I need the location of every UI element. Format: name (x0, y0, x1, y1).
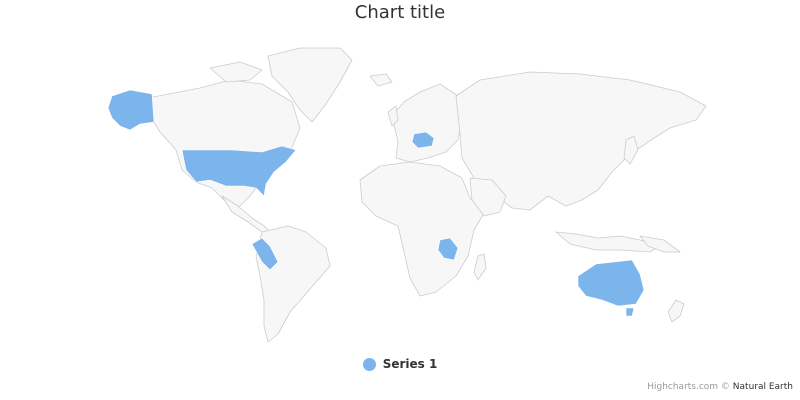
land-arabia (469, 177, 507, 217)
land-arctic-islands (209, 61, 263, 83)
land-africa (359, 161, 487, 297)
region-tasmania[interactable] (625, 307, 635, 317)
land-madagascar (473, 253, 487, 281)
chart-title: Chart title (354, 2, 446, 23)
land-japan (623, 135, 639, 165)
legend: Series 1 (0, 357, 800, 371)
highlighted-regions (107, 89, 645, 317)
land-uk (387, 105, 399, 127)
credits: Highcharts.com © Natural Earth (647, 382, 793, 392)
credits-source-link[interactable]: Natural Earth (732, 382, 793, 392)
region-australia[interactable] (577, 259, 645, 307)
region-tanzania[interactable] (437, 237, 459, 261)
legend-label: Series 1 (382, 357, 438, 371)
credits-prefix: Highcharts.com © (647, 382, 733, 392)
land-new-guinea (639, 235, 681, 253)
legend-symbol-icon (362, 357, 376, 371)
region-united-states[interactable] (181, 145, 297, 197)
legend-item-series-1[interactable]: Series 1 (362, 357, 438, 371)
land-iceland (369, 73, 393, 87)
land-europe (391, 83, 463, 163)
land-new-zealand (667, 299, 685, 323)
land-central-america (221, 195, 271, 233)
land-north-america (147, 79, 301, 211)
region-peru[interactable] (251, 237, 279, 271)
region-poland[interactable] (411, 131, 435, 149)
land-greenland (267, 47, 353, 123)
region-alaska[interactable] (107, 89, 155, 131)
